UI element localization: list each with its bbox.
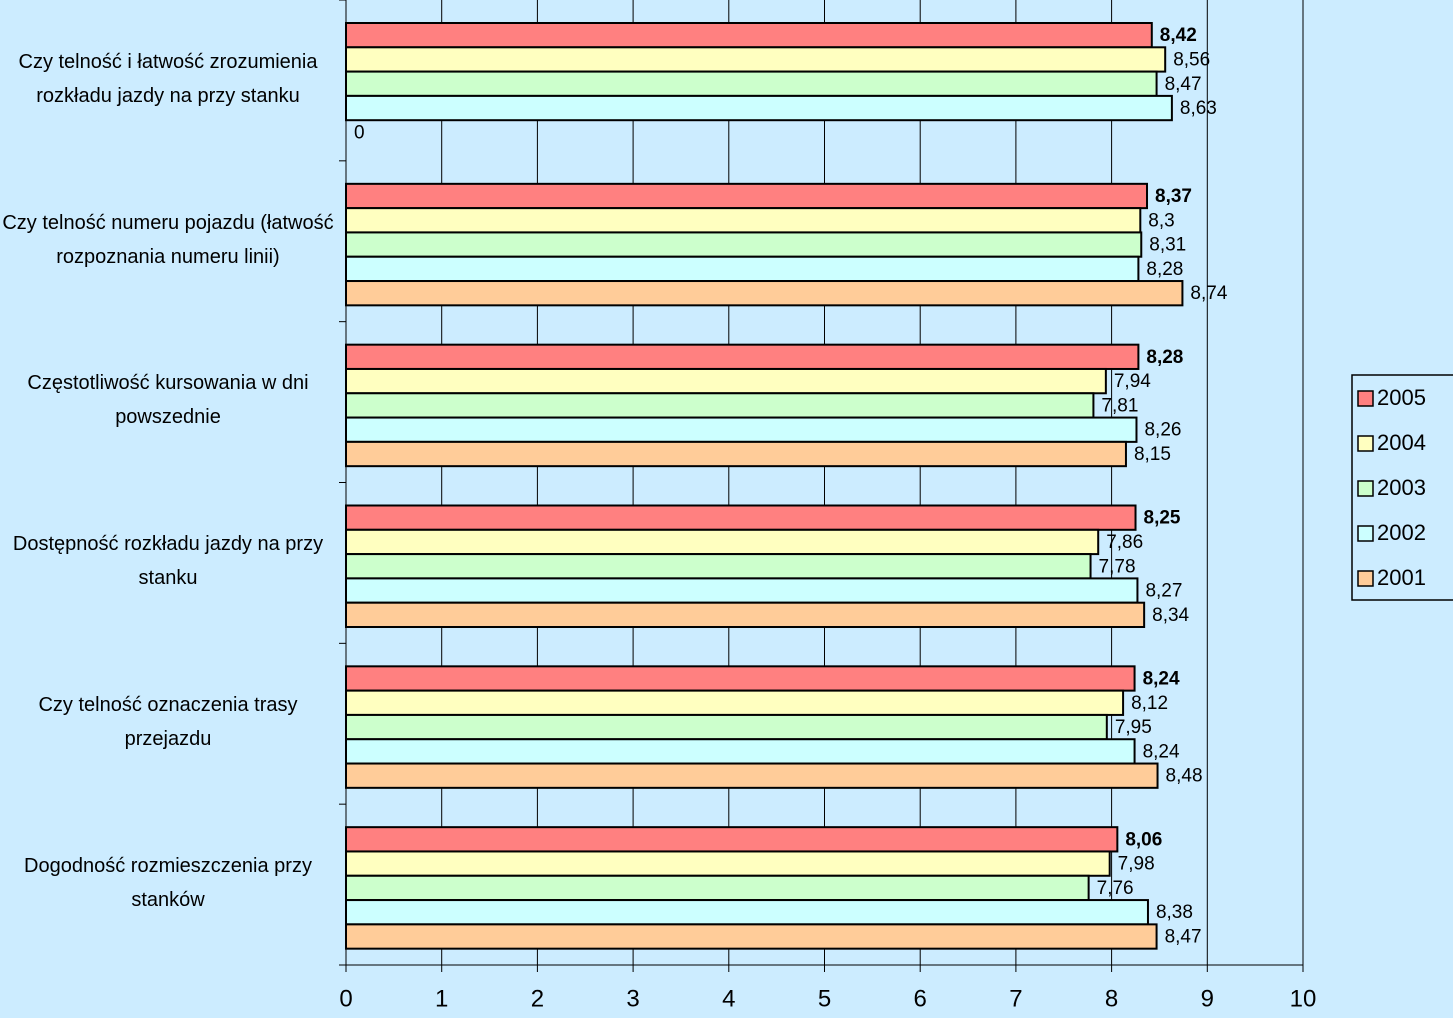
- bar: [345, 440, 1127, 468]
- x-tick-label: 1: [435, 985, 448, 1012]
- x-tick-label: 9: [1201, 985, 1214, 1012]
- category-label: Dostępność rozkładu jazdy na przy stanku: [12, 533, 324, 590]
- bar: [345, 713, 1108, 741]
- bar: [345, 46, 1167, 73]
- bar: [345, 504, 1137, 531]
- category-label: Czy telność numeru pojazdu (łatwość rozp…: [2, 211, 334, 268]
- value-label: 7,86: [1106, 532, 1143, 553]
- value-label: 7,76: [1097, 878, 1134, 899]
- legend-label: 2003: [1377, 475, 1426, 500]
- bar: [345, 94, 1173, 122]
- value-label: 8,34: [1152, 605, 1189, 626]
- bar: [345, 343, 1140, 370]
- legend-label: 2004: [1377, 430, 1426, 455]
- value-label: 7,98: [1118, 854, 1155, 875]
- bar: [345, 207, 1142, 234]
- value-label: 7,78: [1099, 556, 1136, 577]
- value-label: 8,48: [1166, 766, 1203, 787]
- bar: [345, 689, 1125, 716]
- x-tick-label: 4: [722, 985, 735, 1012]
- value-label: 8,74: [1190, 283, 1227, 304]
- bar: [345, 255, 1140, 283]
- bar: [345, 826, 1119, 853]
- value-label: 0: [354, 122, 365, 143]
- legend-swatch: [1357, 390, 1374, 407]
- value-label: 7,94: [1114, 371, 1151, 392]
- bar: [345, 665, 1136, 692]
- bar: [345, 70, 1158, 97]
- bar: [345, 280, 1184, 307]
- bar: [345, 182, 1149, 210]
- value-label: 8,28: [1146, 259, 1183, 280]
- value-label: 8,56: [1173, 49, 1210, 70]
- x-tick-label: 8: [1105, 985, 1118, 1012]
- value-label: 8,27: [1145, 581, 1182, 602]
- category-label: Częstotliwość kursowania w dni powszedni…: [27, 372, 309, 429]
- bar: [345, 762, 1159, 789]
- value-label: 8,26: [1144, 420, 1181, 441]
- category-label: Dogodność rozmieszczenia przy stanków: [24, 854, 312, 911]
- legend-swatch: [1357, 435, 1374, 452]
- legend-label: 2002: [1377, 520, 1426, 545]
- bar: [345, 899, 1149, 926]
- bar: [345, 416, 1138, 443]
- bar: [345, 738, 1136, 765]
- bar: [345, 367, 1107, 395]
- category-label: Czy telność oznaczenia trasy przejazdu: [38, 694, 298, 751]
- value-label: 8,37: [1155, 186, 1192, 207]
- bar: [345, 22, 1153, 49]
- value-label: 7,81: [1101, 395, 1138, 416]
- legend-label: 2005: [1377, 385, 1426, 410]
- value-label: 8,24: [1143, 668, 1180, 689]
- value-label: 8,25: [1144, 508, 1181, 529]
- x-tick-label: 3: [626, 985, 639, 1012]
- value-label: 8,47: [1165, 927, 1202, 948]
- bar: [345, 577, 1139, 604]
- value-label: 8,3: [1148, 210, 1174, 231]
- value-label: 8,63: [1180, 98, 1217, 119]
- value-label: 8,47: [1165, 74, 1202, 95]
- bar: [345, 601, 1146, 629]
- value-label: 8,06: [1125, 829, 1162, 850]
- x-tick-label: 5: [818, 985, 831, 1012]
- value-label: 8,28: [1146, 347, 1183, 368]
- value-label: 7,95: [1115, 717, 1152, 738]
- bar: [345, 850, 1111, 877]
- bar: [345, 553, 1092, 580]
- value-label: 8,38: [1156, 902, 1193, 923]
- x-tick-label: 2: [531, 985, 544, 1012]
- bar: [345, 874, 1090, 902]
- legend-label: 2001: [1377, 565, 1426, 590]
- bar: [345, 231, 1143, 258]
- x-tick-label: 7: [1009, 985, 1022, 1012]
- x-tick-label: 6: [914, 985, 927, 1012]
- bar: [345, 923, 1158, 950]
- x-tick-label: 10: [1290, 985, 1317, 1012]
- legend-swatch: [1357, 525, 1374, 542]
- value-label: 8,12: [1131, 693, 1168, 714]
- legend-swatch: [1357, 480, 1374, 497]
- x-tick-label: 0: [339, 985, 352, 1012]
- bar: [345, 528, 1100, 556]
- bar: [345, 392, 1095, 419]
- category-label: Czy telność i łatwość zrozumienia rozkła…: [18, 50, 318, 107]
- value-label: 8,24: [1143, 741, 1180, 762]
- value-label: 8,31: [1149, 235, 1186, 256]
- value-label: 8,15: [1134, 444, 1171, 465]
- legend-swatch: [1357, 570, 1374, 587]
- value-label: 8,42: [1160, 25, 1197, 46]
